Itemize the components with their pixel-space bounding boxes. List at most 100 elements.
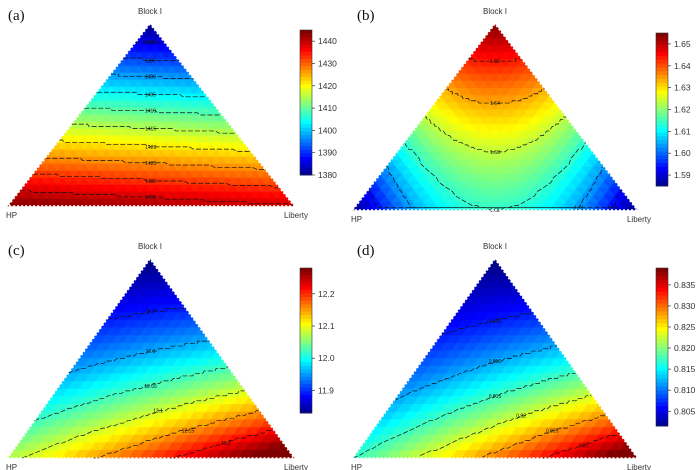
colorbar-tick-label: 1.60 <box>674 148 691 158</box>
panel-b-colorbar: 1.65 1.64 1.63 1.62 1.61 1.60 1.59 <box>655 32 691 187</box>
colorbar-segment <box>656 386 668 391</box>
contour-label: 1420 <box>145 145 156 151</box>
colorbar-segment <box>656 101 668 107</box>
colorbar-segment <box>656 374 668 380</box>
colorbar-segment <box>300 73 312 78</box>
colorbar-segment <box>656 350 668 356</box>
colorbar-tick-label: 1.64 <box>674 61 691 71</box>
colorbar-segment <box>300 271 312 276</box>
colorbar-segment <box>656 402 668 407</box>
colorbar-segment <box>300 398 312 403</box>
panel-c-svg: (c) 11.9 12.0 12.05 12.1 12.15 12.2 Block I HP Li… <box>6 242 335 470</box>
colorbar-segment <box>656 120 668 126</box>
colorbar-segment <box>300 304 312 309</box>
contour-label: 0.805 <box>489 319 502 325</box>
contour-line <box>96 91 208 98</box>
colorbar-segment <box>300 365 312 370</box>
ternary-panel-d: (d) 0.805 0.810 0.815 0.82 0.825 0.83 Block I HP… <box>349 235 698 470</box>
colorbar-segment <box>656 40 668 45</box>
colorbar-segment <box>300 402 312 407</box>
colorbar-segment <box>300 171 312 176</box>
colorbar-segment <box>300 120 312 125</box>
colorbar-segment <box>656 303 668 308</box>
colorbar-segment <box>300 109 312 114</box>
colorbar-segment <box>656 410 668 415</box>
vertex-label-block-i: Block I <box>138 7 162 16</box>
panel-b-label: (b) <box>357 8 375 24</box>
colorbar-segment <box>656 55 668 61</box>
contour-label: 0.825 <box>546 429 559 435</box>
colorbar-segment <box>300 167 312 172</box>
colorbar-segment <box>656 406 668 411</box>
panel-a-label: (a) <box>8 8 25 24</box>
colorbar-segment <box>656 117 668 122</box>
colorbar-tick-label: 1.63 <box>674 83 691 93</box>
colorbar-segment <box>300 384 312 389</box>
colorbar-segment <box>656 378 668 384</box>
colorbar-segment <box>656 394 668 399</box>
panel-a-svg: (a)1380139014001405141014151420142514301… <box>6 7 337 220</box>
contour-label: 1.61 <box>574 206 584 212</box>
panel-d-colorbar: 0.835 0.830 0.825 0.820 0.815 0.810 0.805 <box>655 267 696 427</box>
colorbar-segment <box>300 369 312 374</box>
contour-label: 1.65 <box>490 59 500 65</box>
panel-c-contours: 11.9 12.0 12.05 12.1 12.15 12.2 <box>22 305 275 459</box>
contour-line <box>368 189 622 209</box>
contour-label: 1.64 <box>490 101 500 107</box>
colorbar-tick-label: 1420 <box>318 81 337 91</box>
colorbar-segment <box>656 311 668 316</box>
colorbar-segment <box>656 390 668 395</box>
vertex-label-hp: HP <box>6 211 17 220</box>
colorbar-segment <box>300 160 312 165</box>
colorbar-tick-label: 0.815 <box>674 364 696 374</box>
colorbar-tick-label: 1400 <box>318 125 337 135</box>
colorbar-segment <box>656 275 668 281</box>
contour-line <box>45 157 266 170</box>
panel-d-contours: 0.805 0.810 0.815 0.82 0.825 0.83 <box>352 313 620 459</box>
colorbar-segment <box>300 102 312 107</box>
colorbar-tick-label: 0.805 <box>674 406 696 416</box>
contour-label: 1415 <box>145 127 156 133</box>
colorbar-tick-label: 0.825 <box>674 322 696 332</box>
contour-line <box>93 410 260 459</box>
panel-a-contours: 1380 1390 1400 1405 1410 1415 1420 1425 1430 1435 <box>20 40 295 207</box>
panel-b-svg: (b) 1.60 1.61 1.62 1.63 1.64 1.65 Block I HP Libe… <box>351 7 691 224</box>
contour-line <box>352 373 577 459</box>
colorbar-segment <box>656 271 668 277</box>
vertex-label-block-i: Block I <box>483 242 507 251</box>
colorbar-segment <box>300 351 312 356</box>
colorbar-tick-label: 12.0 <box>318 353 335 363</box>
colorbar-segment <box>300 373 312 378</box>
vertex-label-liberty: Liberty <box>284 463 308 470</box>
vertex-label-hp: HP <box>351 463 362 470</box>
colorbar-segment <box>300 138 312 143</box>
colorbar-segment <box>300 48 312 53</box>
colorbar-tick-label: 1.62 <box>674 105 691 115</box>
colorbar-segment <box>300 275 312 280</box>
colorbar-segment <box>656 170 668 176</box>
colorbar-segment <box>300 91 312 96</box>
colorbar-segment <box>656 147 668 153</box>
colorbar-segment <box>300 149 312 154</box>
colorbar-tick-label: 0.810 <box>674 385 696 395</box>
colorbar-segment <box>300 127 312 132</box>
ternary-panel-c: (c) 11.9 12.0 12.05 12.1 12.15 12.2 Block I HP Li… <box>0 235 349 470</box>
contour-label: 1.62 <box>490 208 500 214</box>
colorbar-segment <box>656 382 668 387</box>
contour-label: 12.0 <box>146 349 156 355</box>
colorbar-segment <box>300 33 312 38</box>
colorbar-segment <box>656 52 668 57</box>
contour-line <box>445 88 545 104</box>
contour-line <box>468 58 522 62</box>
panel-d-svg: (d) 0.805 0.810 0.815 0.82 0.825 0.83 Block I HP… <box>351 242 696 470</box>
colorbar-frame <box>299 267 313 414</box>
panel-d-surface <box>352 258 638 459</box>
colorbar-segment <box>300 98 312 103</box>
colorbar-segment <box>656 279 668 285</box>
colorbar-segment <box>300 117 312 122</box>
colorbar-segment <box>300 69 312 74</box>
colorbar-segment <box>300 77 312 82</box>
contour-label: 1.60 <box>607 206 617 212</box>
colorbar-segment <box>656 182 668 187</box>
colorbar-segment <box>656 98 668 103</box>
